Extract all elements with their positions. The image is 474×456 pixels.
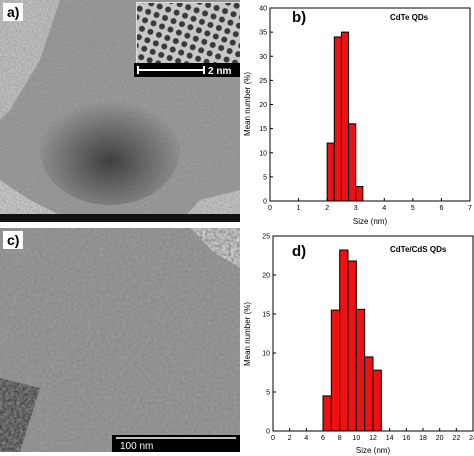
bar-b-1 (326, 142, 335, 202)
panel-label-b: b) (292, 9, 306, 26)
x-tick-label-b-3: 3 (354, 205, 358, 212)
x-tick-label-b-1: 1 (297, 205, 301, 212)
bar-d-4 (355, 308, 366, 432)
y-tick-label-b-2: 10 (259, 150, 267, 157)
x-tick-label-d-1: 2 (288, 435, 292, 442)
x-tick-label-d-5: 10 (352, 435, 360, 442)
y-tick-label-b-1: 5 (263, 174, 267, 181)
bar-d-5 (364, 356, 374, 432)
y-tick-label-b-0: 0 (263, 199, 267, 206)
x-tick-label-b-0: 0 (268, 205, 272, 212)
y-ticks-b: 0 5 10 15 20 25 30 35 40 (259, 6, 273, 206)
x-tick-label-b-2: 2 (325, 205, 329, 212)
x-axis-label-b: Size (nm) (353, 217, 388, 226)
scale-bar-c: 100 nm (112, 435, 240, 452)
x-tick-label-d-8: 16 (402, 435, 410, 442)
y-axis-label-d: Mean number (%) (243, 302, 252, 366)
x-tick-label-d-0: 0 (271, 435, 275, 442)
bar-d-1 (330, 309, 341, 432)
bar-d-6 (372, 369, 382, 432)
x-tick-label-b-7: 7 (468, 205, 472, 212)
y-axis-label-b: Mean number (%) (243, 72, 252, 136)
y-tick-label-d-2: 10 (262, 351, 270, 358)
x-ticks-d: 024681012141618202224 (271, 428, 474, 442)
tem-texture-c (0, 228, 240, 452)
bar-d-0 (322, 395, 332, 432)
bar-d-3 (347, 260, 357, 432)
scale-label-a: 2 nm (208, 66, 231, 77)
x-tick-label-d-3: 6 (321, 435, 325, 442)
bar-d-2 (339, 249, 349, 432)
x-tick-label-d-10: 20 (436, 435, 444, 442)
panel-label-a: a) (3, 3, 24, 21)
y-tick-label-b-7: 35 (259, 30, 267, 37)
x-tick-label-d-12: 24 (469, 435, 474, 442)
x-tick-label-d-6: 12 (369, 435, 377, 442)
histogram-b: 0 1 2 3 4 5 6 7 0 5 10 15 20 25 30 35 40 b) CdTe QDs Si… (240, 0, 474, 228)
x-tick-label-b-5: 5 (411, 205, 415, 212)
bar-b-3 (340, 31, 350, 202)
y-tick-label-d-0: 0 (266, 429, 270, 436)
y-tick-label-d-4: 20 (262, 273, 270, 280)
bar-b-5 (355, 186, 364, 202)
bars-b (326, 31, 364, 202)
tem-image-c: 100 nm c) (0, 228, 240, 452)
y-tick-label-b-8: 40 (259, 6, 267, 13)
y-ticks-d: 0 5 10 15 20 25 (262, 234, 276, 436)
chart-title-d: CdTe/CdS QDs (390, 245, 447, 254)
y-tick-label-b-4: 20 (259, 102, 267, 109)
bar-b-4 (348, 123, 357, 202)
inset-image (136, 2, 240, 70)
x-tick-label-d-9: 18 (419, 435, 427, 442)
tem-image-a: 2 nm a) (0, 0, 240, 222)
y-tick-label-d-3: 15 (262, 312, 270, 319)
y-tick-label-d-1: 5 (266, 390, 270, 397)
x-axis-label-d: Size (nm) (356, 446, 391, 455)
scale-bar-a: 2 nm (134, 63, 240, 77)
chart-title-b: CdTe QDs (390, 13, 429, 22)
x-tick-label-b-4: 4 (382, 205, 386, 212)
x-tick-label-d-4: 8 (338, 435, 342, 442)
scale-label-c: 100 nm (120, 441, 153, 452)
x-tick-label-b-6: 6 (439, 205, 443, 212)
bars-d (322, 249, 382, 432)
bar-b-2 (333, 36, 342, 202)
x-ticks-b: 0 1 2 3 4 5 6 7 (268, 198, 472, 212)
y-tick-label-b-6: 30 (259, 54, 267, 61)
panel-label-d: d) (292, 243, 306, 260)
panel-label-c: c) (3, 231, 24, 249)
x-tick-label-d-2: 4 (304, 435, 308, 442)
y-tick-label-b-3: 15 (259, 126, 267, 133)
y-tick-label-d-5: 25 (262, 234, 270, 241)
y-tick-label-b-5: 25 (259, 78, 267, 85)
x-tick-label-d-11: 22 (452, 435, 460, 442)
x-tick-label-d-7: 14 (386, 435, 394, 442)
